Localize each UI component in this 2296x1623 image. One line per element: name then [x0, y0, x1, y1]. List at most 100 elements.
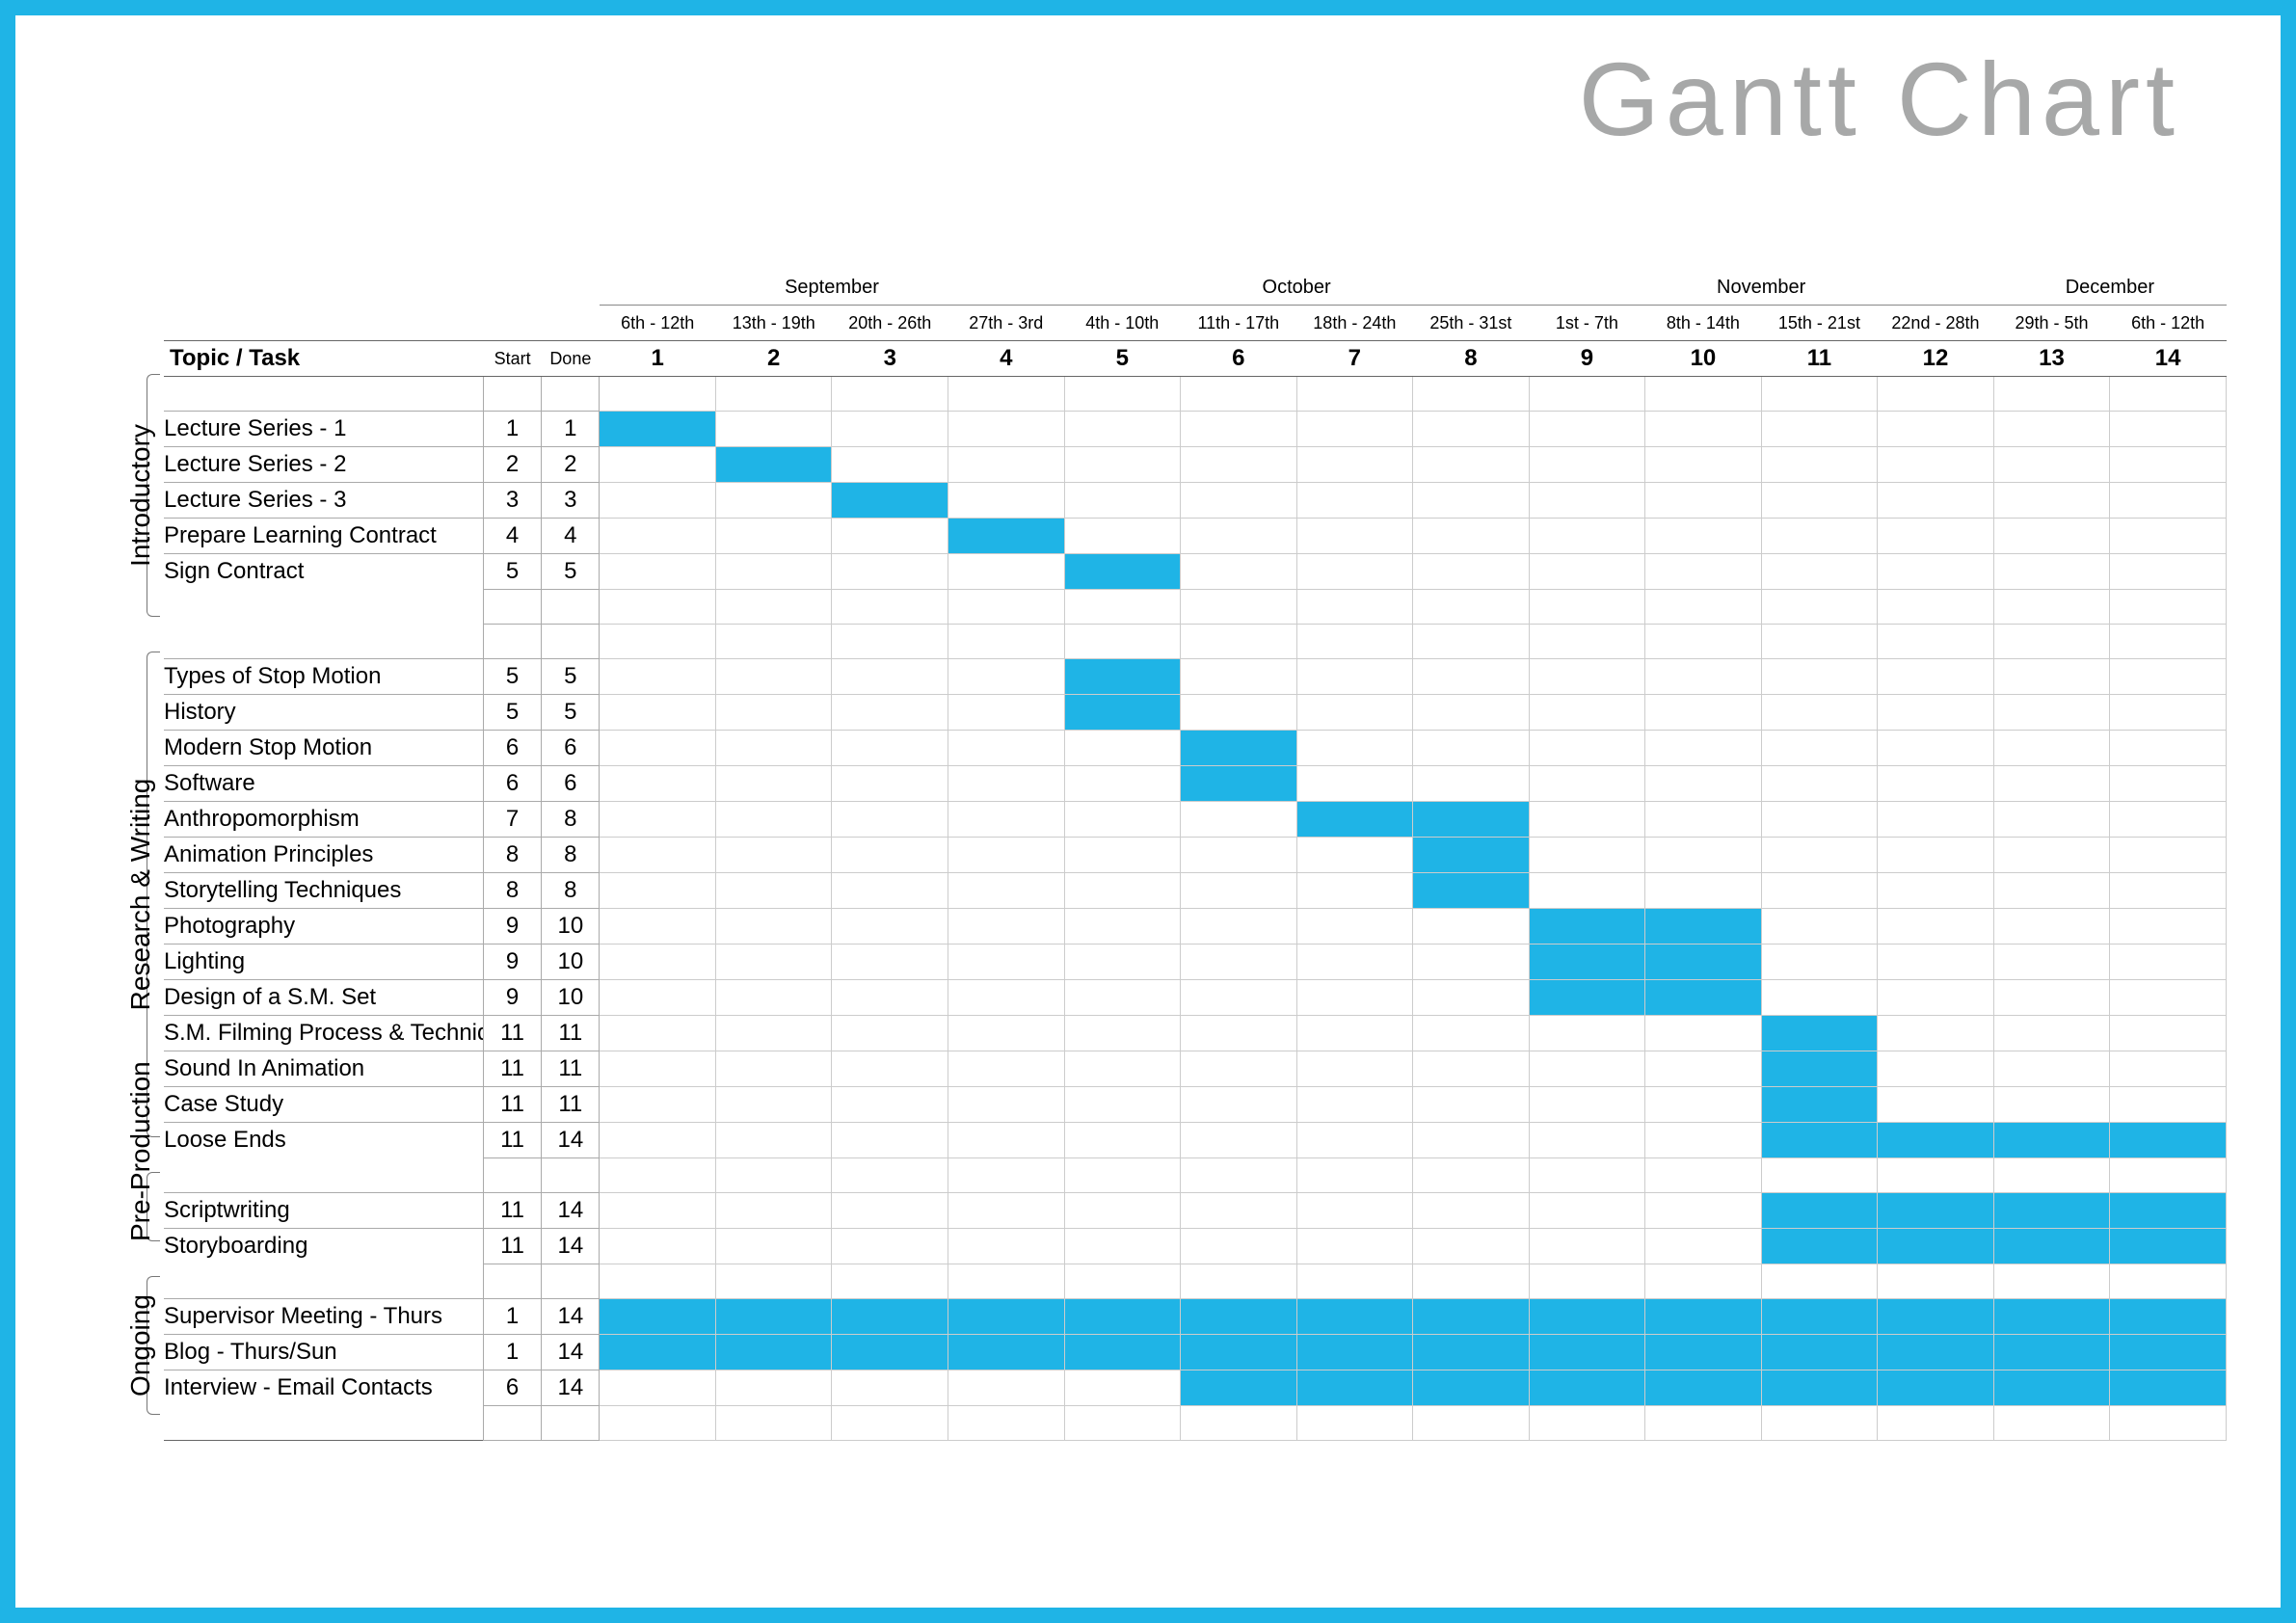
- gantt-cell: [832, 802, 948, 838]
- task-start-cell: 11: [483, 1087, 541, 1123]
- gantt-cell: [1296, 1016, 1413, 1051]
- gantt-cell: [600, 909, 716, 945]
- task-start-cell: 8: [483, 838, 541, 873]
- gantt-cell: [600, 1123, 716, 1158]
- week-number-header: 8: [1413, 341, 1530, 377]
- gantt-cell: [1878, 731, 1994, 766]
- task-row: Sign Contract55: [164, 554, 2227, 590]
- gantt-cell: [1878, 1335, 1994, 1370]
- gantt-cell: [1064, 731, 1181, 766]
- gantt-cell: [1645, 1087, 1762, 1123]
- task-done-cell: [542, 377, 600, 412]
- gantt-cell: [1878, 766, 1994, 802]
- gantt-cell: [1761, 554, 1878, 590]
- gantt-cell: [1064, 554, 1181, 590]
- week-number-header: 4: [948, 341, 1065, 377]
- gantt-cell: [1878, 659, 1994, 695]
- week-range-header: 27th - 3rd: [948, 306, 1065, 341]
- gantt-cell: [1529, 1335, 1645, 1370]
- gantt-cell: [2110, 980, 2227, 1016]
- gantt-cell: [1413, 554, 1530, 590]
- task-start-cell: [483, 590, 541, 625]
- gantt-cell: [1296, 590, 1413, 625]
- gantt-cell: [1296, 1193, 1413, 1229]
- week-number-header: 5: [1064, 341, 1181, 377]
- gantt-cell: [832, 980, 948, 1016]
- gantt-cell: [1529, 873, 1645, 909]
- task-done-cell: 11: [542, 1016, 600, 1051]
- month-header: October: [1064, 270, 1529, 306]
- gantt-cell: [948, 802, 1065, 838]
- gantt-cell: [948, 659, 1065, 695]
- gantt-cell: [1993, 1229, 2110, 1264]
- gantt-cell: [600, 659, 716, 695]
- gantt-cell: [1413, 1229, 1530, 1264]
- gantt-cell: [1181, 838, 1297, 873]
- gantt-cell: [1413, 838, 1530, 873]
- gantt-cell: [1413, 873, 1530, 909]
- task-label-cell: Lighting: [164, 945, 483, 980]
- task-label-cell: Lecture Series - 3: [164, 483, 483, 519]
- gantt-cell: [600, 802, 716, 838]
- gantt-chart: SeptemberOctoberNovemberDecember6th - 12…: [164, 270, 2227, 1441]
- gantt-cell: [715, 1370, 832, 1406]
- gantt-cell: [1993, 447, 2110, 483]
- week-number-header: 2: [715, 341, 832, 377]
- gantt-cell: [715, 1229, 832, 1264]
- gantt-cell: [1529, 766, 1645, 802]
- gantt-cell: [2110, 1193, 2227, 1229]
- gantt-cell: [1296, 412, 1413, 447]
- gantt-cell: [1413, 590, 1530, 625]
- task-row: Sound In Animation1111: [164, 1051, 2227, 1087]
- gantt-cell: [1181, 412, 1297, 447]
- week-range-header: 20th - 26th: [832, 306, 948, 341]
- task-row: Design of a S.M. Set910: [164, 980, 2227, 1016]
- gantt-cell: [1181, 1335, 1297, 1370]
- gantt-cell: [1878, 1123, 1994, 1158]
- gantt-cell: [1296, 483, 1413, 519]
- task-done-cell: 4: [542, 519, 600, 554]
- spacer-row: [164, 1406, 2227, 1441]
- gantt-cell: [1878, 590, 1994, 625]
- gantt-cell: [2110, 1016, 2227, 1051]
- gantt-cell: [832, 909, 948, 945]
- gantt-cell: [1413, 1299, 1530, 1335]
- gantt-cell: [1645, 1229, 1762, 1264]
- gantt-cell: [1645, 909, 1762, 945]
- gantt-cell: [1878, 873, 1994, 909]
- gantt-cell: [1529, 1299, 1645, 1335]
- week-number-header: 13: [1993, 341, 2110, 377]
- gantt-cell: [1296, 1051, 1413, 1087]
- gantt-cell: [600, 1193, 716, 1229]
- week-number-header: 9: [1529, 341, 1645, 377]
- gantt-cell: [1529, 447, 1645, 483]
- task-row: History55: [164, 695, 2227, 731]
- gantt-cell: [1529, 590, 1645, 625]
- gantt-cell: [1761, 1016, 1878, 1051]
- gantt-cell: [715, 695, 832, 731]
- gantt-cell: [715, 1016, 832, 1051]
- gantt-cell: [1529, 554, 1645, 590]
- task-done-cell: 6: [542, 731, 600, 766]
- gantt-cell: [1645, 412, 1762, 447]
- gantt-cell: [1993, 1051, 2110, 1087]
- gantt-cell: [1064, 945, 1181, 980]
- gantt-cell: [1761, 483, 1878, 519]
- gantt-cell: [1529, 1193, 1645, 1229]
- gantt-cell: [1645, 695, 1762, 731]
- gantt-cell: [1529, 412, 1645, 447]
- gantt-cell: [1761, 659, 1878, 695]
- task-start-cell: 8: [483, 873, 541, 909]
- gantt-cell: [1529, 483, 1645, 519]
- gantt-cell: [715, 945, 832, 980]
- gantt-cell: [1645, 1123, 1762, 1158]
- gantt-cell: [2110, 1051, 2227, 1087]
- gantt-cell: [1296, 377, 1413, 412]
- gantt-cell: [948, 695, 1065, 731]
- month-header: September: [600, 270, 1064, 306]
- gantt-cell: [948, 412, 1065, 447]
- gantt-cell: [1413, 1016, 1530, 1051]
- task-done-cell: 14: [542, 1123, 600, 1158]
- gantt-cell: [832, 659, 948, 695]
- gantt-cell: [2110, 1370, 2227, 1406]
